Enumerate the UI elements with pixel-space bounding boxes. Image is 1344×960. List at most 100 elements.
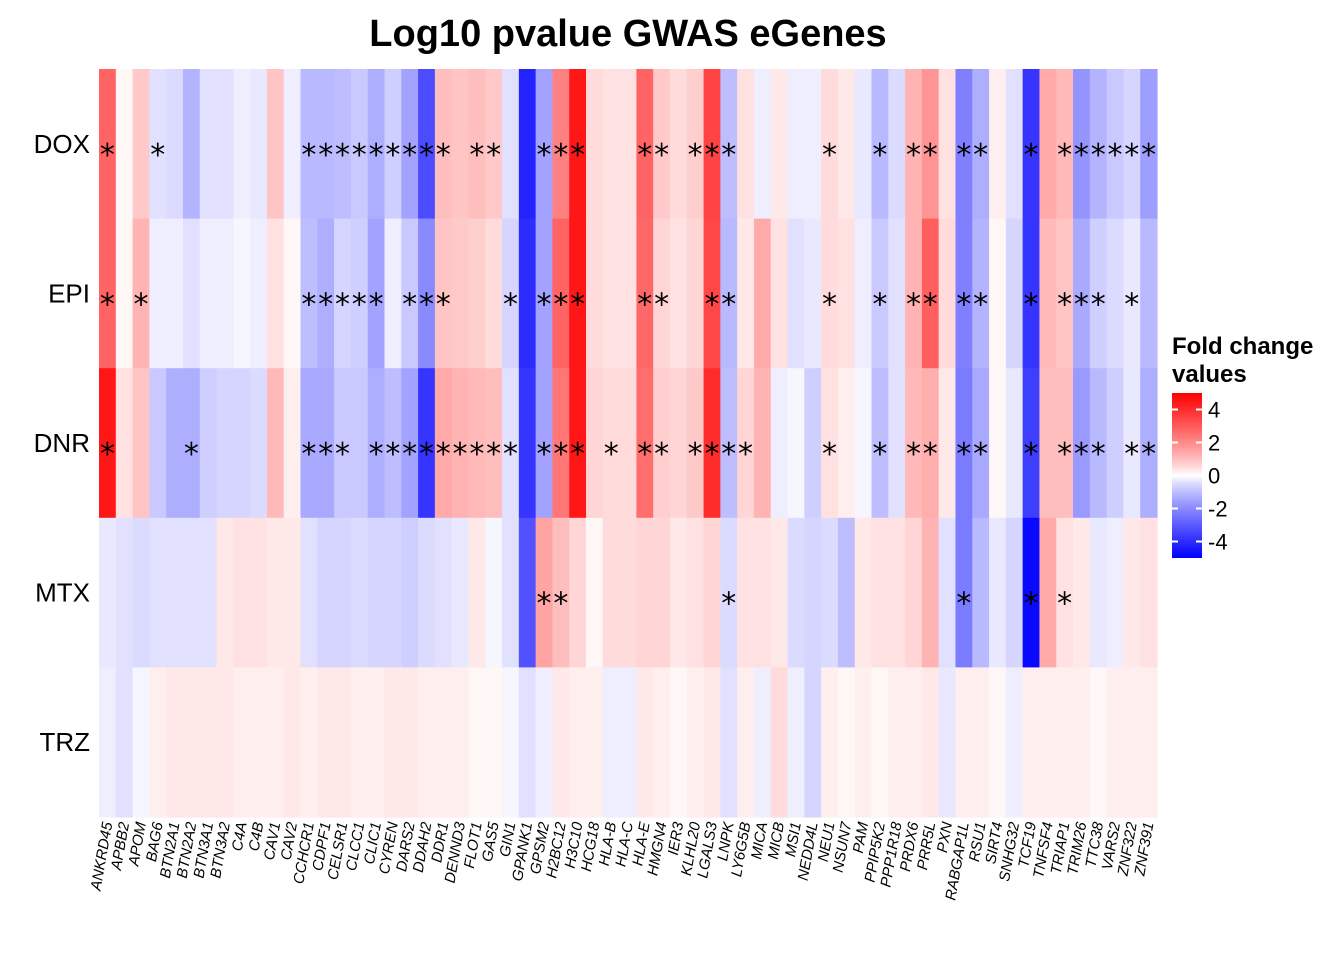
heatmap-cell-DNR-GAS5 — [485, 368, 503, 519]
column-label-RSU1: RSU1 — [966, 821, 990, 863]
significance-star-EPI-APOM: * — [133, 287, 148, 322]
heatmap-cell-EPI-ANKRD45 — [99, 218, 117, 369]
heatmap-cell-DNR-NEDD4L — [804, 368, 822, 519]
heatmap-cell-DNR-TRIM26 — [1073, 368, 1091, 519]
heatmap-cell-DOX-PXN — [938, 69, 957, 220]
heatmap-cell-MTX-DARS2 — [401, 517, 419, 668]
heatmap-cell-TRZ-H3C10 — [569, 667, 587, 818]
significance-star-DNR-GPSM2: * — [537, 437, 552, 472]
significance-star-DNR-DDR1: * — [436, 437, 451, 472]
significance-star-DNR-PRR5L: * — [923, 437, 938, 472]
heatmap-cell-EPI-H2BC12 — [552, 218, 570, 369]
heatmap-cell-MTX-BAG6 — [149, 517, 167, 668]
heatmap-cell-EPI-TRIAP1 — [1056, 218, 1074, 369]
heatmap-cell-MTX-HLA-B — [602, 517, 621, 668]
significance-star-DOX-RABGAP1L: * — [956, 138, 971, 173]
heatmap-cell-EPI-SNHG32 — [1005, 218, 1024, 369]
heatmap-cell-DOX-HLA-B — [602, 69, 621, 220]
heatmap-cell-TRZ-HLA-E — [636, 667, 654, 818]
heatmap-cell-DOX-BTN2A1 — [166, 69, 184, 220]
heatmap-cell-MTX-RSU1 — [972, 517, 990, 668]
significance-star-DOX-NEU1: * — [822, 138, 837, 173]
heatmap-cell-TRZ-LY6G5B — [737, 667, 755, 818]
heatmap-cell-TRZ-H2BC12 — [552, 667, 570, 818]
heatmap-cell-TRZ-BTN3A2 — [216, 667, 234, 818]
heatmap-cell-DOX-DDR1 — [434, 69, 453, 220]
heatmap-cell-DOX-TRIAP1 — [1056, 69, 1074, 220]
significance-star-MTX-GPSM2: * — [537, 587, 552, 622]
significance-star-DOX-PRDX6: * — [906, 138, 921, 173]
heatmap-cell-DOX-PPP1R18 — [888, 69, 906, 220]
heatmap-cell-EPI-LGALS3 — [703, 218, 721, 369]
heatmap-cell-DOX-CDPF1 — [317, 69, 335, 220]
heatmap-cell-DNR-TRIAP1 — [1056, 368, 1074, 519]
significance-star-DOX-TTC38: * — [1091, 138, 1106, 173]
column-label-MSI1: MSI1 — [782, 821, 805, 858]
significance-star-DOX-CLIC1: * — [369, 138, 384, 173]
heatmap-cell-DNR-MICB — [770, 368, 789, 519]
significance-star-DOX-ZNF391: * — [1141, 138, 1156, 173]
heatmap-cell-EPI-CAV1 — [266, 218, 285, 369]
heatmap-cell-DNR-HLA-C — [619, 368, 637, 519]
heatmap-cell-DOX-CLIC1 — [367, 69, 386, 220]
heatmap-cell-DOX-GPANK1 — [518, 69, 537, 220]
heatmap-cell-EPI-ZNF322 — [1123, 218, 1141, 369]
significance-star-EPI-TRIAP1: * — [1057, 287, 1072, 322]
heatmap-cell-MTX-GPSM2 — [535, 517, 554, 668]
chart-title: Log10 pvalue GWAS eGenes — [369, 13, 886, 55]
heatmap-cell-MTX-H3C10 — [569, 517, 587, 668]
column-label-MICB: MICB — [765, 821, 788, 861]
significance-star-EPI-ANKRD45: * — [100, 287, 115, 322]
heatmap-cell-MTX-CCHCR1 — [300, 517, 318, 668]
significance-star-EPI-LGALS3: * — [704, 287, 719, 322]
heatmap-cell-TRZ-RABGAP1L — [955, 667, 973, 818]
heatmap-cell-DOX-PRR5L — [921, 69, 940, 220]
significance-star-DOX-DDR1: * — [436, 138, 451, 173]
heatmap-cell-MTX-CDPF1 — [317, 517, 335, 668]
significance-star-DNR-RABGAP1L: * — [956, 437, 971, 472]
heatmap-cell-EPI-DDR1 — [434, 218, 453, 369]
heatmap-cell-DOX-DENND3 — [451, 69, 470, 220]
heatmap-cell-EPI-GPSM2 — [535, 218, 554, 369]
heatmap-cell-DNR-BTN2A2 — [182, 368, 201, 519]
heatmap-cell-MTX-NEU1 — [821, 517, 839, 668]
heatmap-cell-DOX-LNPK — [720, 69, 738, 220]
significance-star-DOX-TCF19: * — [1024, 138, 1039, 173]
heatmap-cell-MTX-CLCC1 — [350, 517, 369, 668]
heatmap-cell-TRZ-TNFSF4 — [1039, 667, 1057, 818]
significance-star-EPI-DDAH2: * — [419, 287, 434, 322]
heatmap-cell-DNR-TNFSF4 — [1039, 368, 1057, 519]
heatmap-cell-EPI-PRR5L — [921, 218, 940, 369]
heatmap-cell-TRZ-APBB2 — [115, 667, 134, 818]
heatmap-cell-TRZ-IER3 — [669, 667, 688, 818]
heatmap-cell-MTX-C4B — [250, 517, 268, 668]
significance-star-DNR-RSU1: * — [973, 437, 988, 472]
heatmap-cell-DOX-NSUN7 — [837, 69, 856, 220]
heatmap-cell-MTX-LGALS3 — [703, 517, 721, 668]
heatmap-cell-MTX-GAS5 — [485, 517, 503, 668]
heatmap-cell-DNR-PRDX6 — [905, 368, 923, 519]
heatmap-cell-DNR-APOM — [132, 368, 150, 519]
heatmap-cell-EPI-SIRT4 — [989, 218, 1007, 369]
heatmap-cell-DNR-GPANK1 — [518, 368, 537, 519]
heatmap-cell-MTX-HMGN4 — [653, 517, 671, 668]
significance-star-MTX-TRIAP1: * — [1057, 587, 1072, 622]
heatmap-cell-DNR-DDR1 — [434, 368, 453, 519]
heatmap-cell-TRZ-NSUN7 — [837, 667, 856, 818]
significance-star-DNR-TRIAP1: * — [1057, 437, 1072, 472]
heatmap-cell-EPI-HCG18 — [586, 218, 604, 369]
significance-star-EPI-DARS2: * — [402, 287, 417, 322]
column-label-BAG6: BAG6 — [143, 820, 167, 863]
heatmap-cell-EPI-LY6G5B — [737, 218, 755, 369]
heatmap-cell-TRZ-TRIM26 — [1073, 667, 1091, 818]
heatmap-cell-MTX-CAV1 — [266, 517, 285, 668]
heatmap-cell-MTX-PPP1R18 — [888, 517, 906, 668]
significance-star-DOX-CLCC1: * — [352, 138, 367, 173]
significance-star-EPI-TTC38: * — [1091, 287, 1106, 322]
heatmap-cell-EPI-GPANK1 — [518, 218, 537, 369]
heatmap-cell-DNR-DARS2 — [401, 368, 419, 519]
significance-star-DOX-LNPK: * — [721, 138, 736, 173]
heatmap-cell-DOX-C4A — [233, 69, 251, 220]
significance-star-DNR-KLHL20: * — [688, 437, 703, 472]
significance-star-DNR-PRDX6: * — [906, 437, 921, 472]
